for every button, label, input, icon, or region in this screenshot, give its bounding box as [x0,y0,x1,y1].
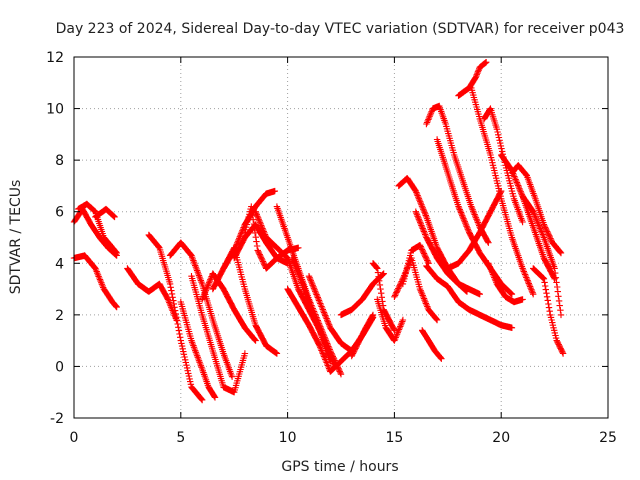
series-s27 [412,208,483,298]
series-s23 [374,296,407,344]
series-markers [92,205,118,221]
series-markers [391,254,441,324]
series-s21 [348,311,377,360]
series-markers [369,260,398,334]
plot-frame [73,56,609,419]
series-s18 [288,254,338,370]
series-s28 [423,262,516,331]
series-markers [374,296,407,344]
series-markers [530,265,567,357]
series-s9 [188,273,249,396]
series-markers [444,187,505,272]
series-markers [288,254,338,370]
series-s34 [468,84,537,298]
series-markers [419,327,445,362]
series-s17 [284,285,355,375]
series-markers [399,242,432,288]
series-s29 [419,327,445,362]
series-markers [199,270,259,344]
series-markers [468,84,537,298]
series-s2 [75,200,120,257]
series-s10 [199,270,259,344]
marks-layer [70,59,567,404]
series-s40 [530,265,567,357]
series-markers [412,208,483,298]
y-tick-label: 12 [46,50,64,66]
series-s39 [519,193,565,319]
y-tick-label: 10 [46,102,64,118]
series-s22 [369,260,398,334]
x-axis-label: GPS time / hours [281,459,398,475]
series-markers [508,162,565,257]
y-tick-label: -2 [50,411,64,427]
series-s26 [399,242,432,288]
y-axis-label: SDTVAR / TECUs [8,180,24,295]
series-s38 [508,162,565,257]
series-s36 [485,260,526,306]
chart-title: Day 223 of 2024, Sidereal Day-to-day VTE… [56,21,625,37]
series-markers [145,231,206,404]
series-s4 [92,205,118,221]
y-tick-label: 6 [55,205,64,221]
x-tick-label: 15 [385,430,403,446]
series-markers [177,298,219,401]
y-tick-label: 2 [55,308,64,324]
series-markers [348,311,377,360]
series-markers [519,193,565,319]
x-tick-label: 10 [279,430,297,446]
series-s6 [145,231,206,404]
x-tick-label: 5 [176,430,185,446]
y-tick-label: 4 [55,256,64,272]
y-tick-label: 0 [55,359,64,375]
series-s32 [444,187,505,272]
series-markers [485,260,526,306]
x-tick-label: 0 [70,430,79,446]
x-tick-label: 25 [599,430,617,446]
series-s24 [391,254,441,324]
series-markers [284,285,355,375]
axis-layer: 0 5 10 15 20 25 -2 0 2 4 6 8 10 12 [46,50,617,446]
series-markers [423,262,516,331]
series-markers [75,200,120,257]
series-s8 [177,298,219,401]
y-tick-label: 8 [55,153,64,169]
series-markers [188,273,249,396]
x-tick-label: 20 [492,430,510,446]
